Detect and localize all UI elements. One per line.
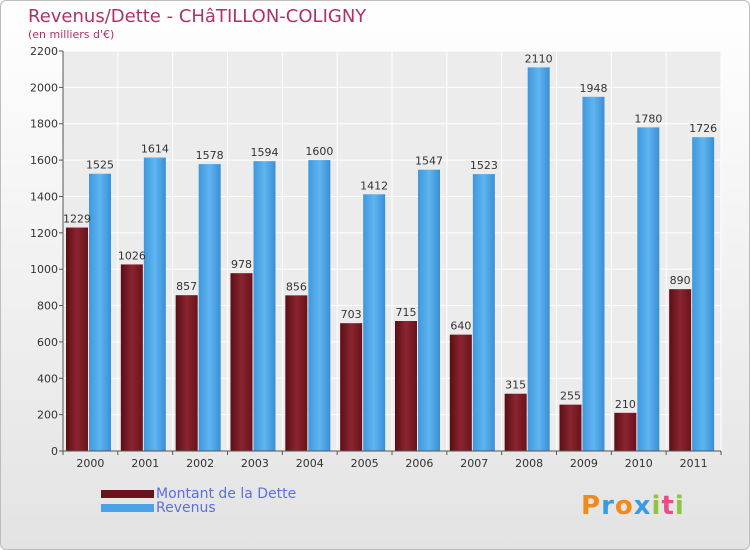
revenus-bar [198, 164, 221, 451]
x-tick-label: 2000 [76, 457, 104, 470]
data-label: 1547 [415, 155, 443, 168]
chart-subtitle: (en milliers d'€) [28, 28, 115, 41]
data-label: 1523 [470, 159, 498, 172]
x-tick-label: 2006 [405, 457, 433, 470]
debt-bar [504, 393, 527, 451]
revenus-bar [308, 160, 331, 451]
data-label: 1948 [580, 82, 608, 95]
revenus-bar [692, 137, 715, 451]
x-tick-label: 2010 [625, 457, 653, 470]
debt-bar [120, 264, 143, 451]
y-tick-label: 1800 [30, 118, 58, 131]
debt-bar [340, 323, 363, 451]
data-label: 1525 [86, 159, 114, 172]
debt-bar [175, 295, 198, 451]
legend-label-debt: Montant de la Dette [156, 486, 297, 502]
x-tick-label: 2007 [460, 457, 488, 470]
revenus-bar [637, 127, 660, 451]
y-tick-label: 1600 [30, 154, 58, 167]
data-label: 1026 [118, 249, 146, 262]
data-label: 640 [450, 320, 471, 333]
chart-title: Revenus/Dette - CHâTILLON-COLIGNY [28, 6, 367, 27]
revenus-bar [363, 194, 386, 452]
revenus-bar [472, 174, 495, 451]
x-tick-label: 2011 [680, 457, 708, 470]
debt-bar [614, 412, 637, 451]
revenus-bar [582, 96, 605, 452]
revenus-bar [418, 169, 440, 451]
data-label: 703 [341, 308, 362, 321]
x-tick-label: 2005 [351, 457, 379, 470]
debt-bar [559, 404, 582, 451]
data-label: 890 [670, 274, 691, 287]
x-tick-label: 2004 [296, 457, 324, 470]
data-label: 1600 [305, 145, 333, 158]
debt-bar [449, 334, 472, 451]
data-label: 978 [231, 258, 252, 271]
proxiti-logo: Proxiti [581, 491, 685, 521]
revenus-bar [143, 157, 166, 451]
data-label: 255 [560, 390, 581, 403]
revenus-bar [253, 161, 276, 451]
data-label: 1578 [196, 149, 224, 162]
x-tick-label: 2009 [570, 457, 598, 470]
revenus-bar [527, 67, 550, 451]
debt-bar [669, 289, 692, 451]
y-tick-label: 2000 [30, 81, 58, 94]
data-label: 1780 [634, 112, 662, 125]
y-tick-label: 1400 [30, 190, 58, 203]
data-label: 1726 [689, 122, 717, 135]
legend-swatch-revenus [101, 504, 154, 512]
data-label: 315 [505, 379, 526, 392]
debt-bar [230, 273, 253, 451]
y-tick-label: 600 [37, 336, 58, 349]
x-tick-label: 2003 [241, 457, 269, 470]
data-label: 1229 [63, 213, 91, 226]
data-label: 715 [396, 306, 417, 319]
data-label: 210 [615, 398, 636, 411]
debt-bar [66, 227, 88, 451]
x-tick-label: 2002 [186, 457, 214, 470]
data-label: 2110 [525, 52, 553, 65]
data-label: 1614 [141, 143, 169, 156]
debt-bar [395, 321, 417, 451]
y-tick-label: 800 [37, 300, 58, 313]
data-label: 1594 [251, 146, 279, 159]
data-label: 1412 [360, 179, 388, 192]
y-tick-label: 1200 [30, 227, 58, 240]
y-tick-label: 0 [51, 445, 58, 458]
y-tick-label: 400 [37, 372, 58, 385]
y-tick-label: 1000 [30, 263, 58, 276]
debt-bar [285, 295, 308, 451]
legend-swatch-debt [101, 490, 154, 498]
revenus-bar [89, 173, 111, 451]
y-tick-label: 200 [37, 409, 58, 422]
legend-label-revenus: Revenus [156, 500, 216, 516]
data-label: 856 [286, 280, 307, 293]
y-tick-label: 2200 [30, 45, 58, 58]
x-tick-label: 2008 [515, 457, 543, 470]
data-label: 857 [176, 280, 197, 293]
x-tick-label: 2001 [131, 457, 159, 470]
